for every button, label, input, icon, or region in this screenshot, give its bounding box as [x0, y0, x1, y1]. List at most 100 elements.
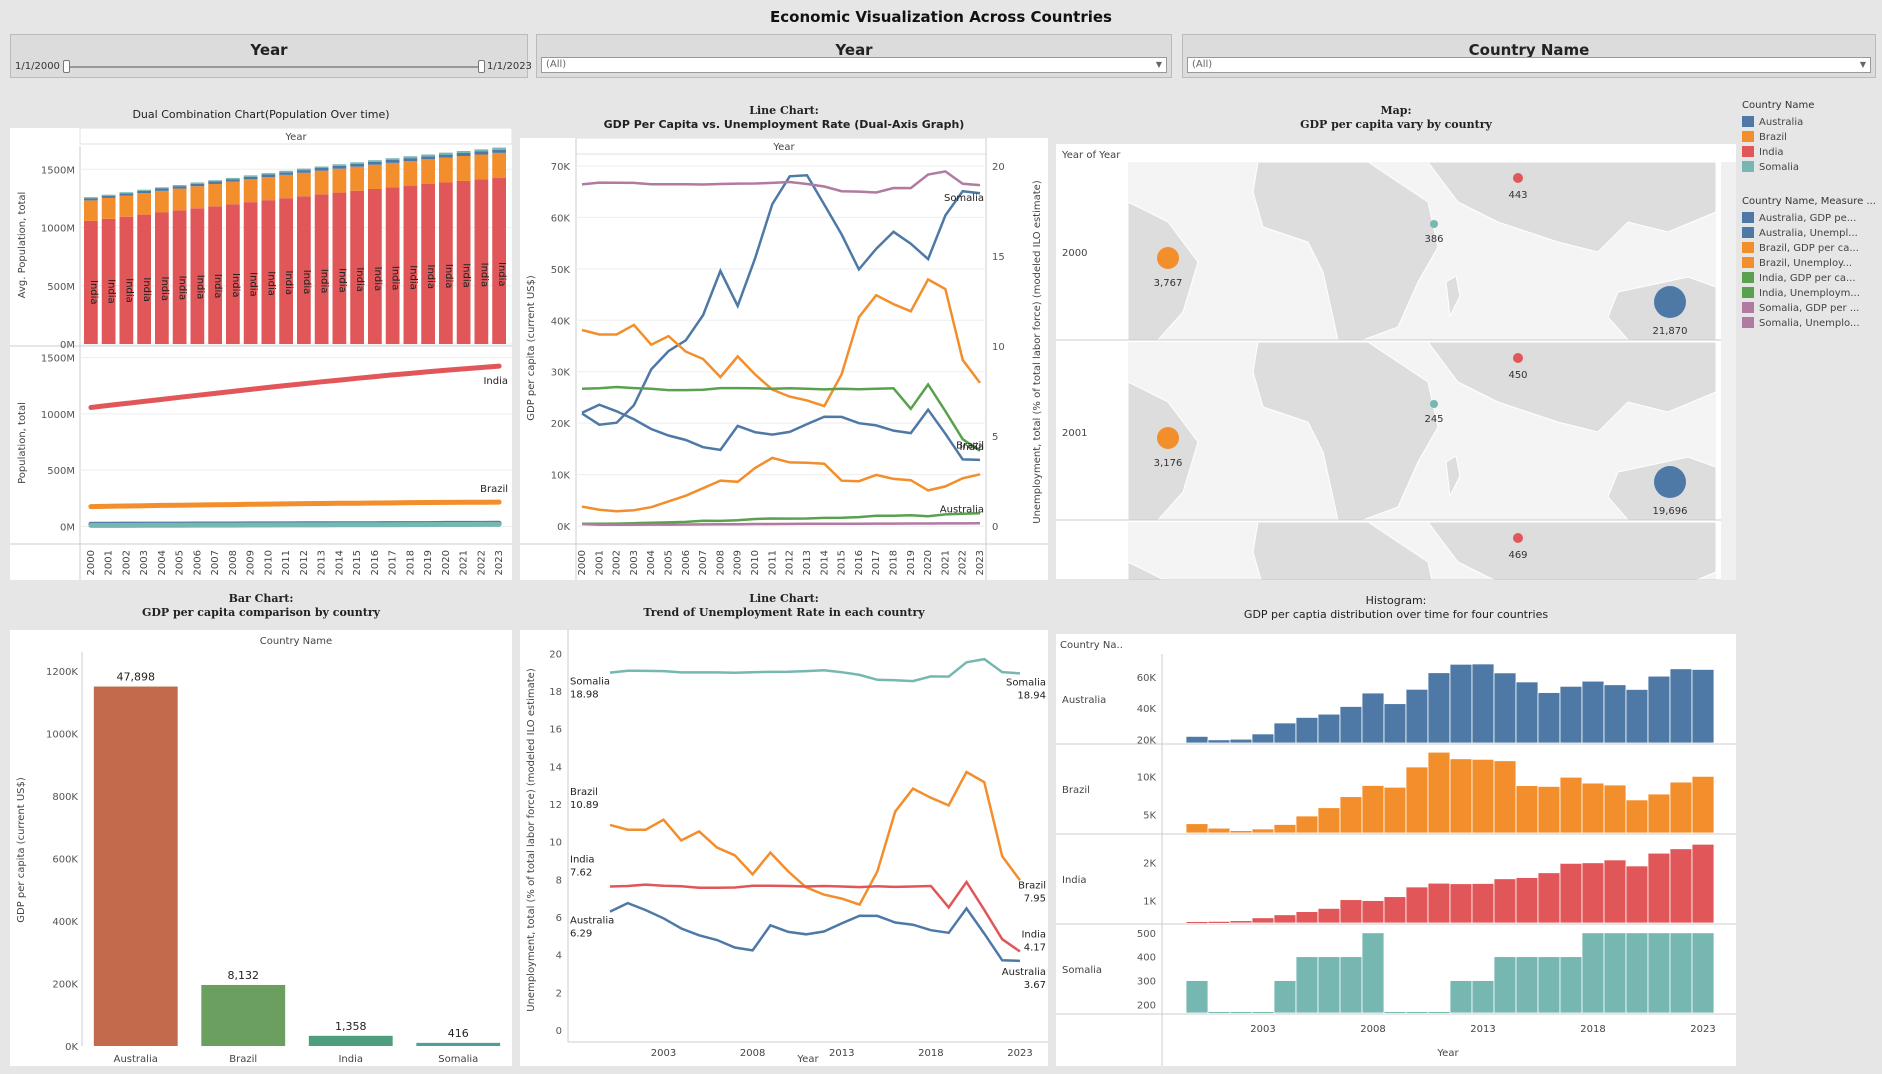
bar-india [190, 208, 205, 344]
bar-somalia [474, 149, 489, 152]
bar-india [84, 220, 98, 344]
tick-label: 1500M [41, 354, 75, 365]
x-tick-label: 2010 [750, 550, 761, 575]
map-dot-india [1513, 533, 1523, 543]
dashboard-title: Economic Visualization Across Countries [770, 8, 1112, 26]
slider-end-handle[interactable] [478, 60, 485, 73]
bar-label: India [141, 277, 152, 302]
tick-label: 10K [1137, 773, 1157, 784]
legend-item[interactable]: Australia [1742, 116, 1803, 128]
legend-item[interactable]: Australia, Unempl... [1742, 227, 1858, 239]
bar-somalia [456, 151, 471, 153]
slider-start-handle[interactable] [63, 60, 70, 73]
bar-label: India [177, 276, 188, 301]
hist-bar-india [1537, 872, 1561, 924]
bar-australia [279, 172, 293, 175]
x-tick-label: 2003 [139, 550, 150, 575]
legend-swatch [1742, 131, 1754, 142]
legend-item[interactable]: India, Unemploym... [1742, 287, 1860, 299]
bar-somalia [208, 180, 222, 182]
hist-bar-somalia [1295, 956, 1319, 1014]
combo-chart: Year 0M 500M 1000M 1500M 0M 500M 1000M 1500M Avg.… [10, 128, 512, 580]
hist-bar-brazil [1273, 824, 1297, 834]
legend-item[interactable]: India, GDP per ca... [1742, 272, 1856, 284]
start-label-name: Australia [570, 916, 614, 927]
y-axis-label-right: Unemployment, total (% of total labor fo… [1032, 180, 1043, 524]
end-label-name: Brazil [1018, 880, 1046, 891]
legend-item[interactable]: Brazil, Unemploy... [1742, 257, 1852, 269]
bar-india [297, 196, 311, 344]
bar-australia [421, 156, 435, 160]
tick-label: 16 [549, 725, 562, 736]
x-tick-label: 2007 [210, 550, 221, 575]
hist-bar-australia [1647, 675, 1671, 744]
x-axis-label: Year [796, 1054, 819, 1065]
map-land [1427, 341, 1717, 433]
legend-item[interactable]: Brazil [1742, 131, 1787, 143]
legend-item[interactable]: Somalia, GDP per ... [1742, 302, 1859, 314]
hist-bar-somalia [1493, 956, 1517, 1014]
x-tick-label: Australia [114, 1054, 158, 1065]
tick-label: 400 [1137, 953, 1156, 964]
data-label: 47,898 [117, 671, 156, 684]
legend-label: India [1759, 147, 1784, 158]
bar-brazil [279, 174, 293, 199]
bar-brazil [84, 200, 98, 221]
year-dropdown[interactable]: (All) ▼ [541, 57, 1167, 73]
bar-somalia [416, 1042, 501, 1046]
hist-bar-australia [1273, 722, 1297, 744]
hist-bar-india [1273, 914, 1297, 924]
year-dropdown-filter: Year (All) ▼ [536, 34, 1172, 78]
hist-title-2: GDP per captia distribution over time fo… [1243, 608, 1549, 621]
hist-bar-brazil [1317, 807, 1341, 834]
map-label: 386 [1424, 234, 1443, 245]
bar-somalia [101, 194, 116, 196]
hist-bar-australia [1317, 713, 1341, 744]
bar-label: India [159, 276, 170, 301]
bar-label: India [407, 265, 418, 290]
legend-item[interactable]: Somalia [1742, 161, 1799, 173]
bar-label: India [425, 265, 436, 290]
bar-somalia [314, 166, 329, 169]
x-tick-label: 2023 [1007, 1048, 1032, 1059]
panel-bg [10, 128, 512, 580]
legend-item[interactable]: Brazil, GDP per ca... [1742, 242, 1859, 254]
hist-bar-india [1449, 883, 1473, 924]
chevron-down-icon[interactable]: ▼ [1155, 60, 1162, 69]
hist-bar-australia [1537, 692, 1561, 744]
tick-label: 500M [47, 466, 75, 477]
country-dropdown[interactable]: (All) ▼ [1187, 57, 1871, 73]
tick-label: 18 [549, 687, 562, 698]
header-label: Year [284, 132, 307, 143]
hist-bar-australia [1229, 738, 1253, 744]
legend-item[interactable]: India [1742, 146, 1784, 158]
unemp-title-2: Trend of Unemployment Rate in each count… [643, 606, 925, 619]
hist-bar-somalia [1471, 980, 1495, 1014]
bar-brazil [332, 168, 347, 193]
bar-india [385, 187, 400, 344]
bar-brazil [456, 156, 471, 181]
x-tick-label: 2016 [370, 550, 381, 575]
tick-label: 14 [549, 762, 562, 773]
unemp-line-somalia [609, 657, 1021, 683]
hist-bar-brazil [1493, 760, 1517, 834]
bar-australia [297, 170, 311, 173]
x-tick-label: 2021 [940, 550, 951, 575]
tick-label: 2 [556, 988, 562, 999]
row-label: Brazil [1062, 785, 1090, 796]
start-label-name: India [570, 855, 595, 866]
legend-label: Australia, Unempl... [1759, 228, 1858, 239]
hist-bar-brazil [1383, 786, 1407, 834]
bar-somalia [261, 173, 276, 175]
hist-bar-india [1251, 917, 1275, 924]
bar-somalia [279, 170, 293, 173]
legend-item[interactable]: Australia, GDP pe... [1742, 212, 1856, 224]
chevron-down-icon[interactable]: ▼ [1859, 60, 1866, 69]
start-label-value: 18.98 [570, 690, 599, 701]
x-tick-label: 2018 [405, 550, 416, 575]
slider-track[interactable] [65, 66, 483, 68]
bar-somalia [332, 164, 347, 166]
year-slider-filter[interactable]: Year 1/1/2000 1/1/2023 [10, 34, 532, 78]
legend-item[interactable]: Somalia, Unemplo... [1742, 317, 1860, 329]
bar-somalia [297, 168, 311, 171]
